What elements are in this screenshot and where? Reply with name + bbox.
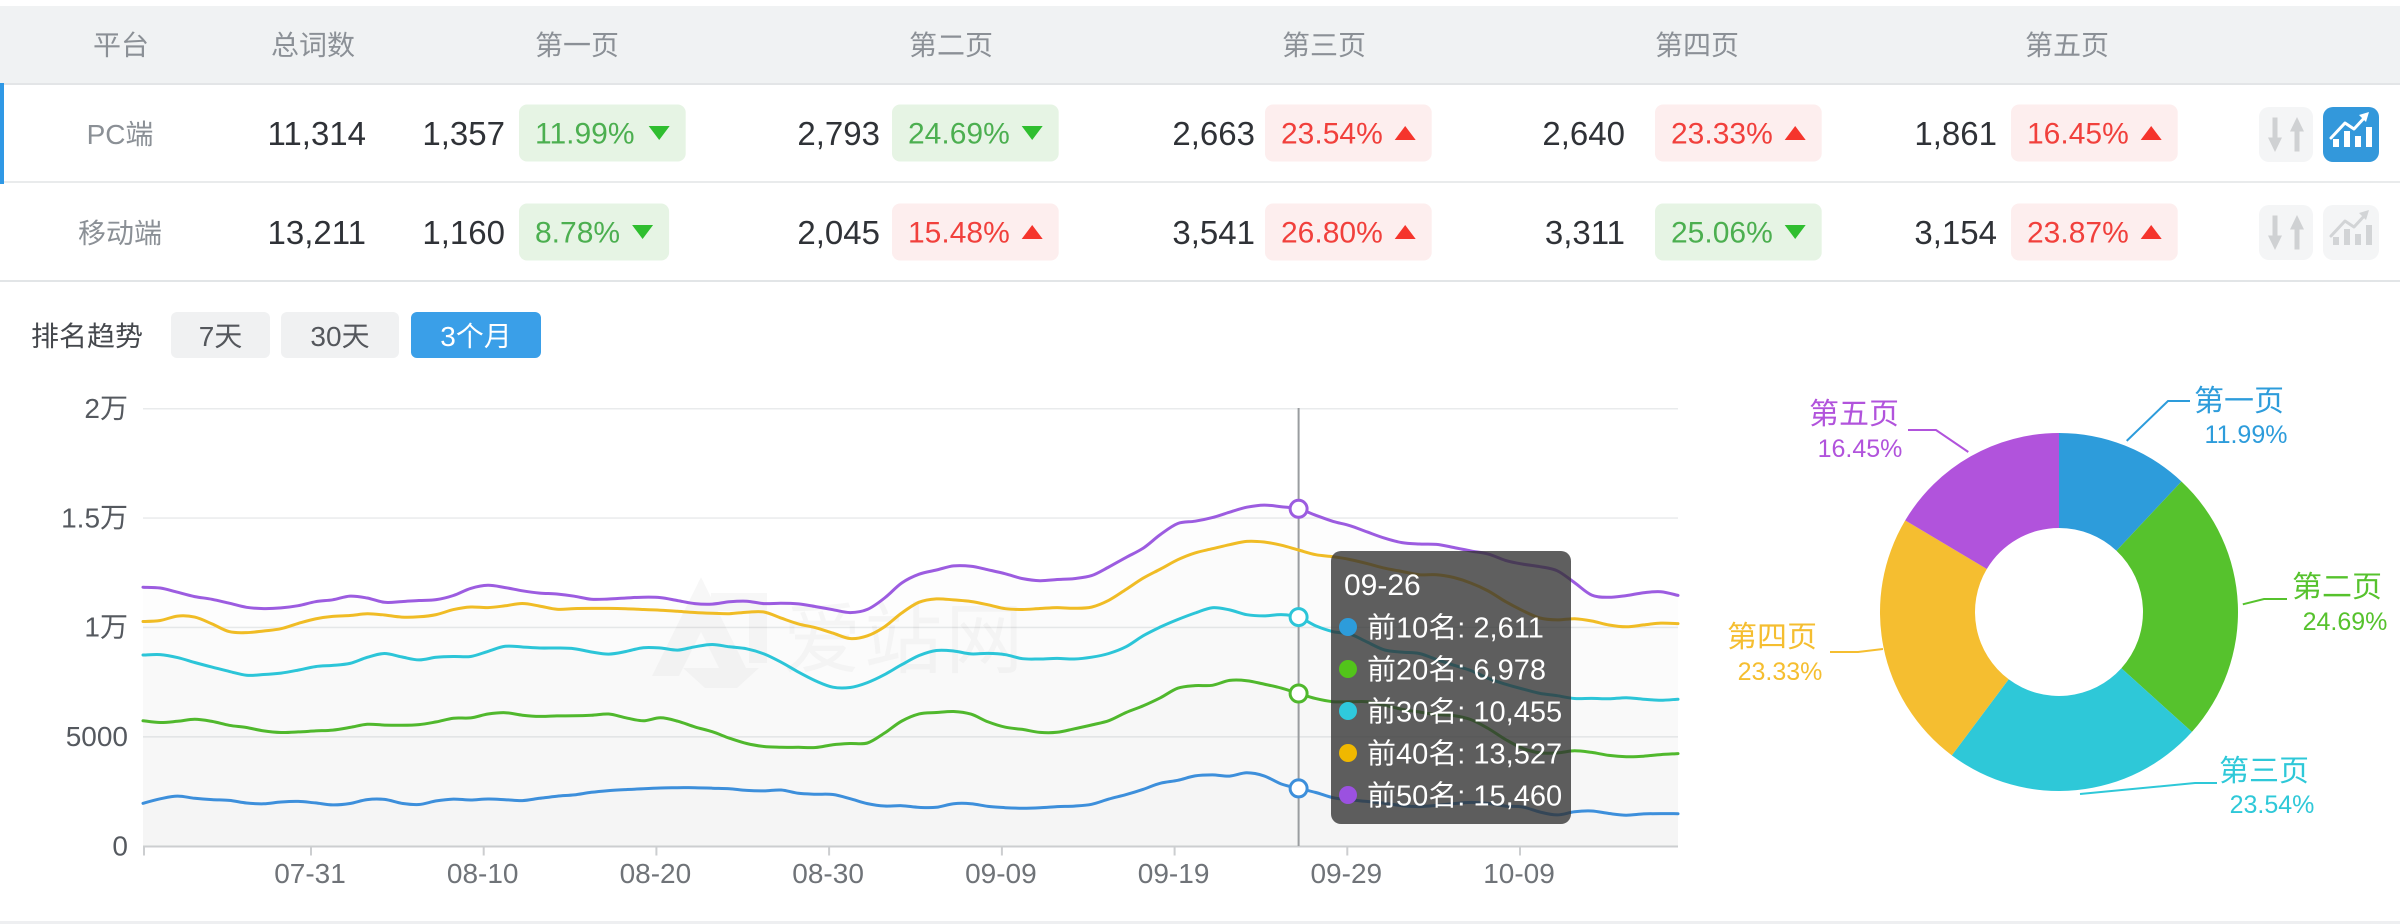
svg-text:1,861: 1,861 [1914,115,1997,152]
svg-text:11,314: 11,314 [268,115,366,152]
svg-text:7: 7 [199,321,215,352]
svg-text:30: 30 [310,321,341,352]
svg-text:1.5: 1.5 [61,502,100,533]
svg-text:09-09: 09-09 [965,858,1037,889]
svg-text:24.69%: 24.69% [2303,608,2388,636]
svg-text:10-09: 10-09 [1483,858,1555,889]
svg-text:24.69%: 24.69% [908,118,1010,151]
svg-text:08-20: 08-20 [620,858,692,889]
svg-text:PC: PC [87,119,126,150]
svg-text:1,357: 1,357 [422,115,505,152]
svg-text:10: 10 [1396,613,1428,645]
svg-text:3,541: 3,541 [1172,214,1255,251]
svg-text:0: 0 [112,831,128,862]
svg-text:3: 3 [440,321,456,352]
svg-text:1,160: 1,160 [422,214,505,251]
svg-text:09-29: 09-29 [1310,858,1382,889]
svg-text:26.80%: 26.80% [1281,217,1383,250]
svg-text:30: 30 [1396,697,1428,729]
svg-text:23.54%: 23.54% [1281,118,1383,151]
svg-text:11.99%: 11.99% [535,118,635,151]
svg-text:08-10: 08-10 [447,858,519,889]
svg-text:5000: 5000 [66,721,128,752]
svg-text:2,045: 2,045 [797,214,880,251]
svg-text:8.78%: 8.78% [535,217,620,250]
svg-text:16.45%: 16.45% [1818,435,1903,463]
svg-text:11.99%: 11.99% [2205,421,2288,449]
svg-text:23.54%: 23.54% [2230,791,2315,819]
svg-text:23.87%: 23.87% [2027,217,2129,250]
svg-text:16.45%: 16.45% [2027,118,2129,151]
svg-text:2,640: 2,640 [1542,115,1625,152]
svg-text:: 13,527: : 13,527 [1457,739,1562,771]
svg-text:3,311: 3,311 [1545,214,1625,251]
svg-text:: 15,460: : 15,460 [1457,781,1562,813]
svg-text:2,663: 2,663 [1172,115,1255,152]
svg-text:2: 2 [84,393,100,424]
svg-text:13,211: 13,211 [268,214,366,251]
svg-text:08-30: 08-30 [792,858,864,889]
svg-text:09-19: 09-19 [1138,858,1210,889]
svg-text:20: 20 [1396,655,1428,687]
svg-text:15.48%: 15.48% [908,217,1010,250]
svg-text:: 6,978: : 6,978 [1457,655,1546,687]
svg-text:3,154: 3,154 [1914,214,1997,251]
svg-text:2,793: 2,793 [797,115,880,152]
svg-text:: 2,611: : 2,611 [1457,613,1544,645]
svg-text:40: 40 [1396,739,1428,771]
svg-text:23.33%: 23.33% [1738,658,1823,686]
svg-text:50: 50 [1396,781,1428,813]
svg-text:09-26: 09-26 [1344,569,1421,602]
svg-text:: 10,455: : 10,455 [1457,697,1562,729]
svg-text:1: 1 [84,612,100,643]
svg-text:23.33%: 23.33% [1671,118,1773,151]
svg-text:07-31: 07-31 [274,858,346,889]
svg-text:25.06%: 25.06% [1671,217,1773,250]
